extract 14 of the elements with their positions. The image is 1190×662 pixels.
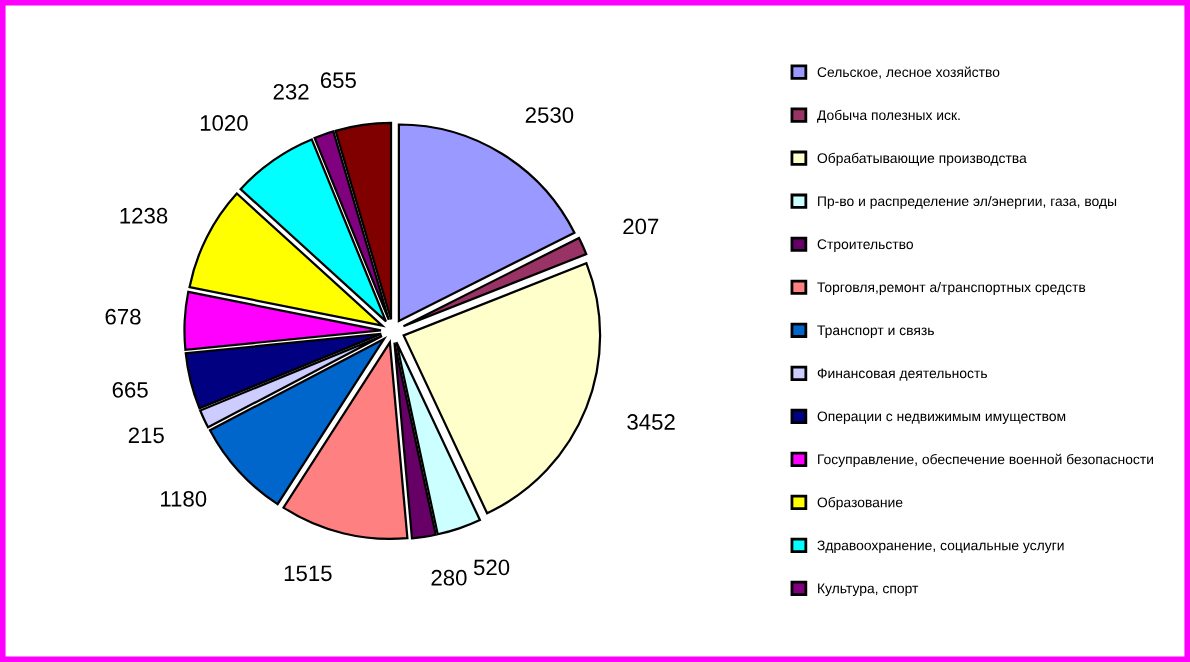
data-label: 1180	[161, 490, 207, 507]
data-label: 1515	[284, 565, 332, 582]
data-label: 678	[105, 308, 141, 325]
data-label: 280	[431, 569, 467, 586]
data-label: 665	[112, 381, 148, 398]
data-label: 1020	[200, 115, 248, 131]
data-label: 655	[320, 72, 356, 89]
data-label: 520	[473, 559, 510, 576]
data-label: 207	[623, 218, 659, 235]
data-label: 2530	[525, 107, 574, 123]
data-label: 232	[273, 83, 309, 100]
data-label: 1238	[120, 207, 168, 224]
data-label: 3452	[627, 414, 675, 430]
data-label: 215	[128, 427, 164, 444]
